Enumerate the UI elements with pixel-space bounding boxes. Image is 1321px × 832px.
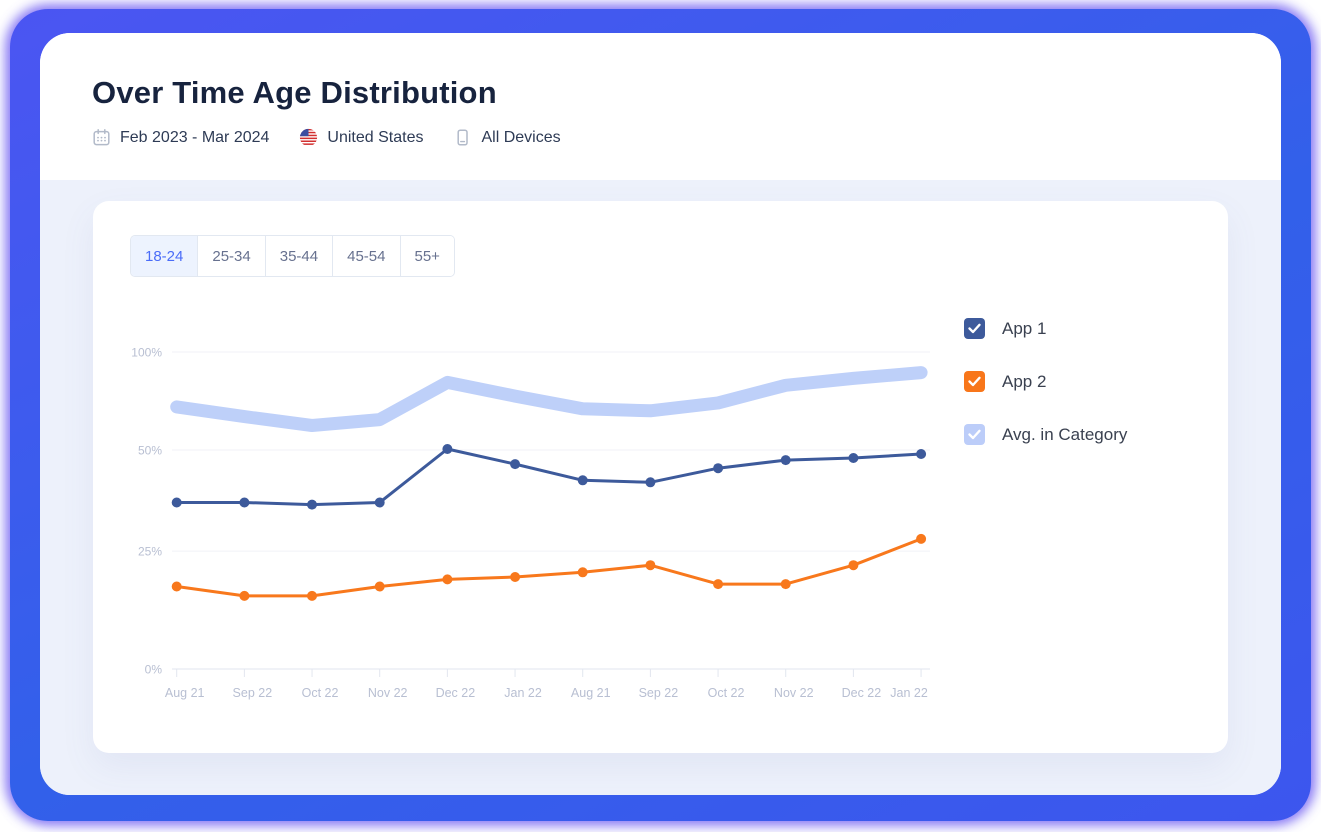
check-icon [968, 429, 981, 440]
x-axis-label: Sep 22 [639, 686, 679, 700]
data-point-app-2 [374, 581, 385, 592]
legend-label-avg: Avg. in Category [1002, 424, 1128, 444]
data-point-app-1 [510, 459, 521, 470]
chart-legend: App 1 App 2 [964, 318, 1127, 445]
data-point-app-1 [645, 477, 656, 488]
data-point-app-1 [780, 455, 791, 466]
legend-label-app-2: App 2 [1002, 371, 1047, 391]
mobile-device-icon [457, 129, 469, 146]
y-axis-label: 50% [138, 443, 162, 457]
check-icon [968, 323, 981, 334]
legend-label-app-1: App 1 [1002, 318, 1047, 338]
date-range-label: Feb 2023 - Mar 2024 [120, 128, 270, 146]
data-point-app-1 [442, 444, 453, 454]
x-axis-label: Aug 21 [571, 686, 611, 700]
x-axis-label: Dec 22 [436, 686, 476, 700]
page-title: Over Time Age Distribution [92, 75, 497, 110]
y-axis-label: 0% [145, 663, 163, 677]
data-point-app-1 [916, 449, 927, 459]
header: Over Time Age Distribution Feb 2023 - Ma… [40, 33, 1281, 180]
data-point-app-2 [510, 572, 521, 582]
tab-45-54[interactable]: 45-54 [333, 236, 401, 276]
x-axis-label: Jan 22 [890, 686, 928, 700]
data-point-app-1 [307, 499, 317, 510]
age-group-tabs: 18-24 25-34 35-44 45-54 55+ [130, 235, 455, 277]
x-axis-label: Nov 22 [774, 686, 814, 700]
x-axis-label: Sep 22 [233, 686, 273, 700]
tab-35-44[interactable]: 35-44 [265, 236, 334, 276]
age-distribution-chart: 0% 25% 50% 100% Aug 21 Sep 22 Oct 22 Nov 22 Dec … [131, 346, 930, 700]
checkbox-app-2-checked[interactable] [964, 371, 985, 392]
x-axis-label: Jan 22 [504, 686, 542, 700]
checkbox-avg-checked[interactable] [964, 424, 985, 445]
data-point-app-2 [713, 579, 724, 590]
series-line-avg-in-category [170, 366, 928, 432]
data-point-app-1 [374, 497, 385, 508]
data-point-app-1 [239, 497, 250, 508]
us-flag-icon [300, 128, 318, 147]
series-line-app-1 [175, 447, 923, 507]
data-point-app-2 [442, 574, 453, 585]
data-point-app-2 [239, 590, 250, 601]
data-point-app-2 [848, 560, 859, 571]
checkbox-app-1-checked[interactable] [964, 318, 985, 339]
filter-bar: Feb 2023 - Mar 2024 [92, 128, 561, 147]
x-axis-label: Oct 22 [708, 686, 745, 700]
devices-filter[interactable]: All Devices [453, 128, 561, 147]
data-point-app-2 [307, 590, 317, 601]
x-axis-label: Aug 21 [165, 686, 205, 700]
x-axis-label: Nov 22 [368, 686, 408, 700]
legend-item-app-2[interactable]: App 2 [964, 371, 1127, 392]
country-label: United States [327, 128, 424, 146]
date-range-filter[interactable]: Feb 2023 - Mar 2024 [92, 128, 269, 147]
tab-55-plus[interactable]: 55+ [400, 236, 454, 276]
x-axis-label: Oct 22 [302, 686, 339, 700]
country-filter[interactable]: United States [299, 128, 423, 147]
data-point-app-2 [577, 567, 588, 578]
content-panel: 18-24 25-34 35-44 45-54 55+ App 1 [40, 180, 1281, 795]
data-point-app-2 [171, 581, 182, 592]
series-line-app-2 [175, 537, 923, 598]
data-point-app-2 [780, 579, 791, 590]
data-point-app-1 [577, 475, 588, 486]
y-axis-label: 25% [138, 545, 162, 559]
app-window: Over Time Age Distribution Feb 2023 - Ma… [40, 33, 1281, 795]
tab-25-34[interactable]: 25-34 [198, 236, 266, 276]
legend-item-app-1[interactable]: App 1 [964, 318, 1127, 339]
check-icon [968, 376, 981, 387]
data-point-app-2 [916, 533, 927, 544]
data-point-app-2 [645, 560, 656, 571]
calendar-icon [93, 129, 110, 146]
devices-label: All Devices [481, 128, 561, 146]
legend-item-avg-in-category[interactable]: Avg. in Category [964, 424, 1127, 445]
chart-card: 18-24 25-34 35-44 45-54 55+ App 1 [93, 201, 1228, 753]
y-axis-label: 100% [131, 346, 162, 360]
x-axis-label: Dec 22 [842, 686, 882, 700]
data-point-app-1 [171, 497, 182, 508]
data-point-app-1 [848, 453, 859, 463]
tab-18-24[interactable]: 18-24 [131, 236, 199, 276]
data-point-app-1 [713, 463, 724, 474]
